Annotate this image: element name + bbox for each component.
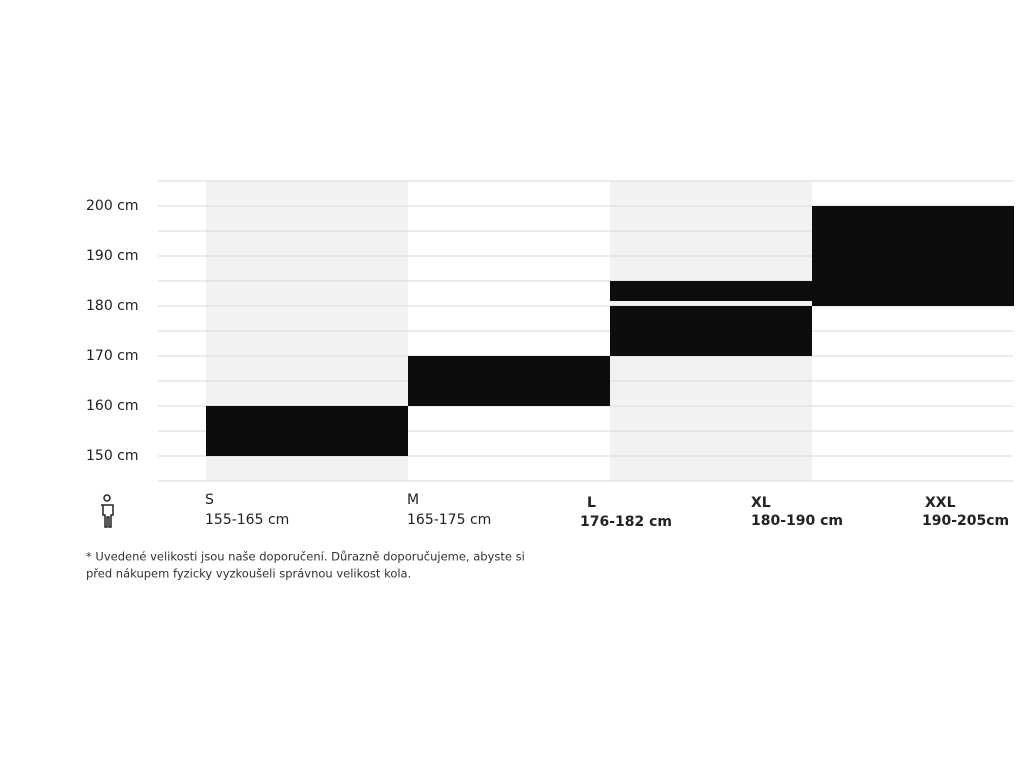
size-range: 165-175 cm [407,512,491,528]
range-bar [408,356,610,406]
size-name: L [587,495,596,511]
range-bar [206,406,408,456]
size-range: 176-182 cm [580,514,672,530]
size-name: M [407,492,419,508]
size-range: 180-190 cm [751,513,843,529]
footnote: před nákupem fyzicky vyzkoušeli správnou… [86,567,411,581]
footnote: * Uvedené velikosti jsou naše doporučení… [86,550,525,564]
range-bar [610,306,812,356]
y-tick-label: 200 cm [86,198,139,214]
size-name: S [205,492,214,508]
size-name: XXL [925,495,956,511]
y-tick-label: 150 cm [86,448,139,464]
y-tick-label: 190 cm [86,248,139,264]
y-tick-label: 170 cm [86,348,139,364]
person-icon [101,494,114,528]
range-bar [812,206,1014,306]
y-tick-label: 160 cm [86,398,139,414]
y-tick-label: 180 cm [86,298,139,314]
size-range: 155-165 cm [205,512,289,528]
plot [158,180,1014,482]
size-name: XL [751,495,771,511]
range-bar [610,281,812,301]
size-range: 190-205cm [922,513,1009,529]
